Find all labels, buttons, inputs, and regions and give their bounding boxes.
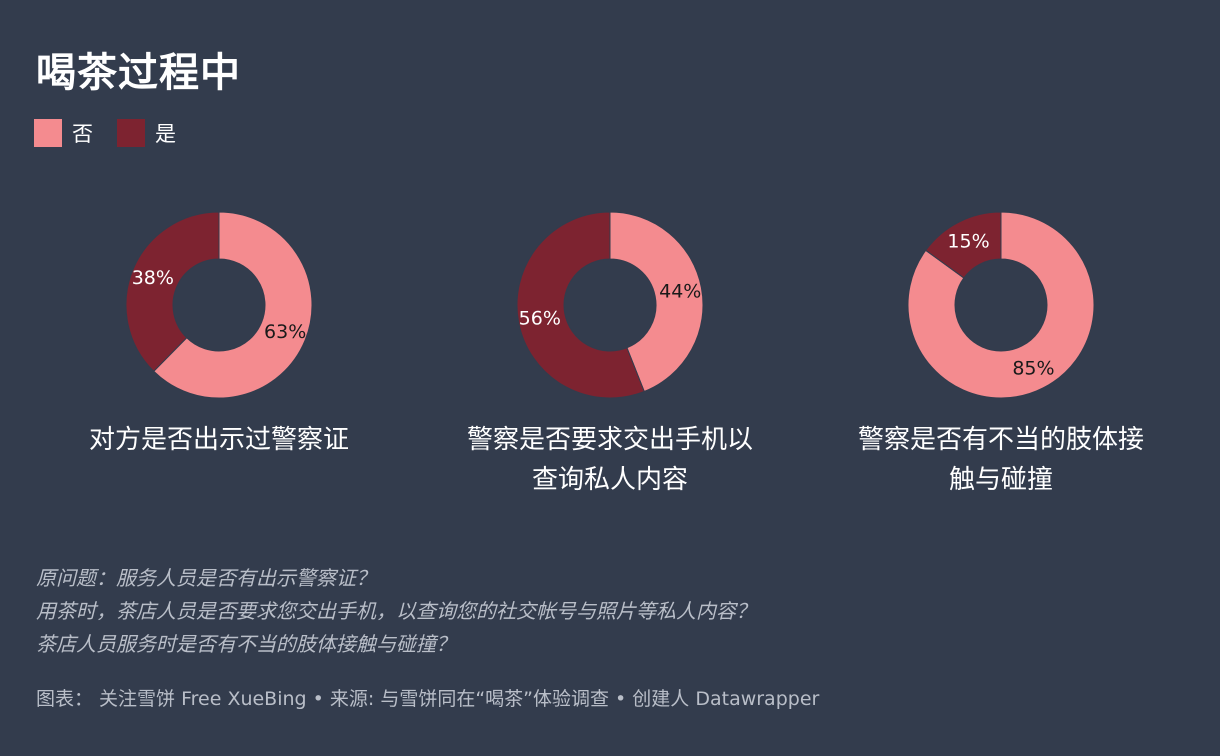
donut-chart-3: 85% 15% [907,211,1095,399]
donut-chart-2: 44% 56% [516,211,704,399]
note-2: 用茶时，茶店人员是否要求您交出手机，以查询您的社交帐号与照片等私人内容？ [36,599,756,623]
legend-label-yes: 是 [155,122,176,146]
chart-caption-1-line-1: 对方是否出示过警察证 [88,425,349,455]
chart-caption-3-line-2: 触与碰撞 [948,465,1053,495]
donut-1-slice-yes [125,211,220,372]
donut-2-label-no: 44% [659,281,701,303]
legend-swatch-yes [117,119,145,147]
chart-caption-3: 警察是否有不当的肢体接 触与碰撞 [821,420,1181,500]
donut-1-slice-no [153,211,313,399]
footer-credits: 图表： 关注雪饼 Free XueBing • 来源: 与雪饼同在“喝茶”体验调… [36,688,820,710]
donut-1-label-no: 63% [264,321,306,343]
donut-2-slice-yes [516,211,645,399]
donut-3-slice-no [907,211,1095,399]
legend-swatch-no [34,119,62,147]
chart-caption-2: 警察是否要求交出手机以 查询私人内容 [430,420,790,500]
chart-caption-2-line-2: 查询私人内容 [531,465,688,495]
legend-label-no: 否 [72,122,93,146]
donut-2-slice-no [609,211,704,393]
chart-caption-2-line-1: 警察是否要求交出手机以 [466,425,753,455]
donut-1-label-yes: 38% [132,267,174,289]
note-1: 原问题：服务人员是否有出示警察证？ [36,566,376,590]
note-3: 茶店人员服务时是否有不当的肢体接触与碰撞？ [36,632,456,656]
donut-chart-1: 63% 38% [125,211,313,399]
notes: 原问题：服务人员是否有出示警察证？ 用茶时，茶店人员是否要求您交出手机，以查询您… [36,562,756,661]
legend: 否 是 [34,118,200,148]
legend-item-yes: 是 [117,118,176,148]
donut-2-label-yes: 56% [519,307,561,329]
chart-caption-3-line-1: 警察是否有不当的肢体接 [857,425,1144,455]
chart-caption-1: 对方是否出示过警察证 [39,420,399,460]
donut-3-label-no: 85% [1012,358,1054,380]
donut-3-slice-yes [925,211,1002,279]
chart-title: 喝茶过程中 [36,50,241,96]
donut-3-label-yes: 15% [947,230,989,252]
legend-item-no: 否 [34,118,93,148]
